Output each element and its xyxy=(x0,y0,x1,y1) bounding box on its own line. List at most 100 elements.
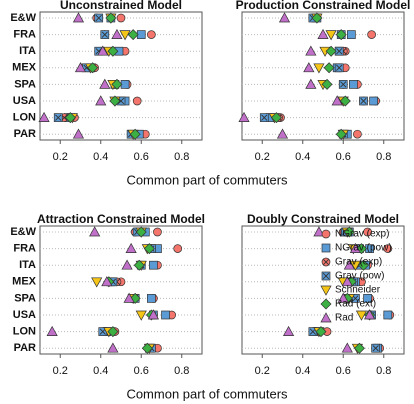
marker-shape xyxy=(74,62,87,73)
marker-shape xyxy=(278,12,291,23)
marker xyxy=(99,78,111,89)
marker-cross xyxy=(322,258,330,266)
marker xyxy=(323,62,335,74)
marker xyxy=(147,309,159,320)
panel-title: Attraction Constrained Model xyxy=(37,212,205,226)
legend-label: Grav (pow) xyxy=(335,271,384,282)
marker xyxy=(87,62,99,74)
y-tick-label: SPA xyxy=(14,78,36,90)
marker xyxy=(347,30,356,39)
panel-title: Production Constrained Model xyxy=(236,0,411,12)
marker-shape xyxy=(97,45,109,56)
marker-shape xyxy=(320,285,332,296)
marker xyxy=(100,30,110,39)
marker xyxy=(334,63,344,73)
marker xyxy=(238,111,250,122)
marker-shape xyxy=(141,342,153,354)
marker-cross xyxy=(95,14,102,22)
x-tick-label: 0.8 xyxy=(174,365,189,377)
marker xyxy=(107,45,119,57)
marker-shape xyxy=(321,229,331,239)
legend-label: NGrav (pow) xyxy=(335,243,392,254)
x-tick-label: 0.4 xyxy=(93,151,108,163)
y-tick-label: ITA xyxy=(19,45,36,57)
marker-shape xyxy=(161,310,170,320)
marker-shape xyxy=(303,62,315,73)
marker xyxy=(349,260,361,271)
marker-shape xyxy=(355,310,368,321)
marker-shape xyxy=(99,78,111,89)
marker xyxy=(313,226,325,237)
marker-shape xyxy=(343,226,355,238)
plot-frame xyxy=(39,11,203,141)
marker-shape xyxy=(147,30,156,39)
y-tick-label: ITA xyxy=(19,259,36,271)
marker-shape xyxy=(64,112,76,124)
y-tick-label: FRA xyxy=(13,243,36,255)
marker xyxy=(355,310,368,321)
marker xyxy=(74,62,87,73)
marker-shape xyxy=(135,310,147,321)
marker xyxy=(353,129,362,139)
y-tick-label: MEX xyxy=(12,276,37,288)
x-tick-label: 0.2 xyxy=(53,365,68,377)
x-tick-label: 0.8 xyxy=(174,151,189,163)
y-tick-label: USA xyxy=(13,309,36,321)
y-tick-label: LON xyxy=(13,326,36,338)
marker xyxy=(135,310,147,321)
marker-shape xyxy=(173,244,183,253)
marker-shape xyxy=(363,294,372,303)
marker xyxy=(303,62,315,73)
marker-shape xyxy=(109,95,121,107)
marker xyxy=(320,312,332,323)
marker-shape xyxy=(335,29,347,41)
marker-shape xyxy=(320,298,332,310)
marker xyxy=(72,12,85,23)
marker-shape xyxy=(111,78,123,90)
marker-shape xyxy=(311,12,323,24)
marker xyxy=(53,113,63,122)
marker xyxy=(313,63,325,74)
marker-shape xyxy=(238,111,250,122)
x-tick-label: 0.6 xyxy=(336,151,351,163)
y-tick-label: FRA xyxy=(13,29,36,41)
marker-cross xyxy=(340,81,347,88)
marker-shape xyxy=(153,227,162,237)
marker-shape xyxy=(119,30,131,41)
marker xyxy=(349,80,358,89)
legend-label: NGrav (exp) xyxy=(335,229,389,240)
marker-shape xyxy=(353,129,362,139)
marker xyxy=(94,13,104,23)
marker xyxy=(141,342,153,354)
marker-cross xyxy=(101,31,108,38)
y-tick-label: MEX xyxy=(12,62,37,74)
marker xyxy=(161,310,170,320)
marker-shape xyxy=(315,326,327,338)
marker xyxy=(125,242,137,253)
x-tick-label: 0.4 xyxy=(295,365,310,377)
marker-shape xyxy=(270,112,282,124)
x-tick-label: 0.8 xyxy=(376,365,391,377)
marker-shape xyxy=(87,62,99,74)
y-tick-label: PAR xyxy=(14,128,36,140)
marker-shape xyxy=(363,227,372,237)
marker xyxy=(147,294,156,303)
marker xyxy=(121,259,133,270)
marker xyxy=(97,45,109,56)
marker-cross xyxy=(95,48,102,55)
marker xyxy=(325,45,337,57)
y-tick-label: PAR xyxy=(14,342,36,354)
marker-shape xyxy=(383,244,393,253)
marker xyxy=(38,111,50,122)
marker xyxy=(132,96,142,106)
marker-shape xyxy=(133,259,145,271)
marker xyxy=(383,244,393,253)
marker-shape xyxy=(72,128,85,139)
marker-cross xyxy=(336,64,343,71)
marker xyxy=(143,243,155,255)
marker xyxy=(353,342,365,354)
marker xyxy=(109,95,121,107)
marker xyxy=(107,342,119,353)
marker xyxy=(335,128,347,140)
marker-shape xyxy=(349,80,358,89)
